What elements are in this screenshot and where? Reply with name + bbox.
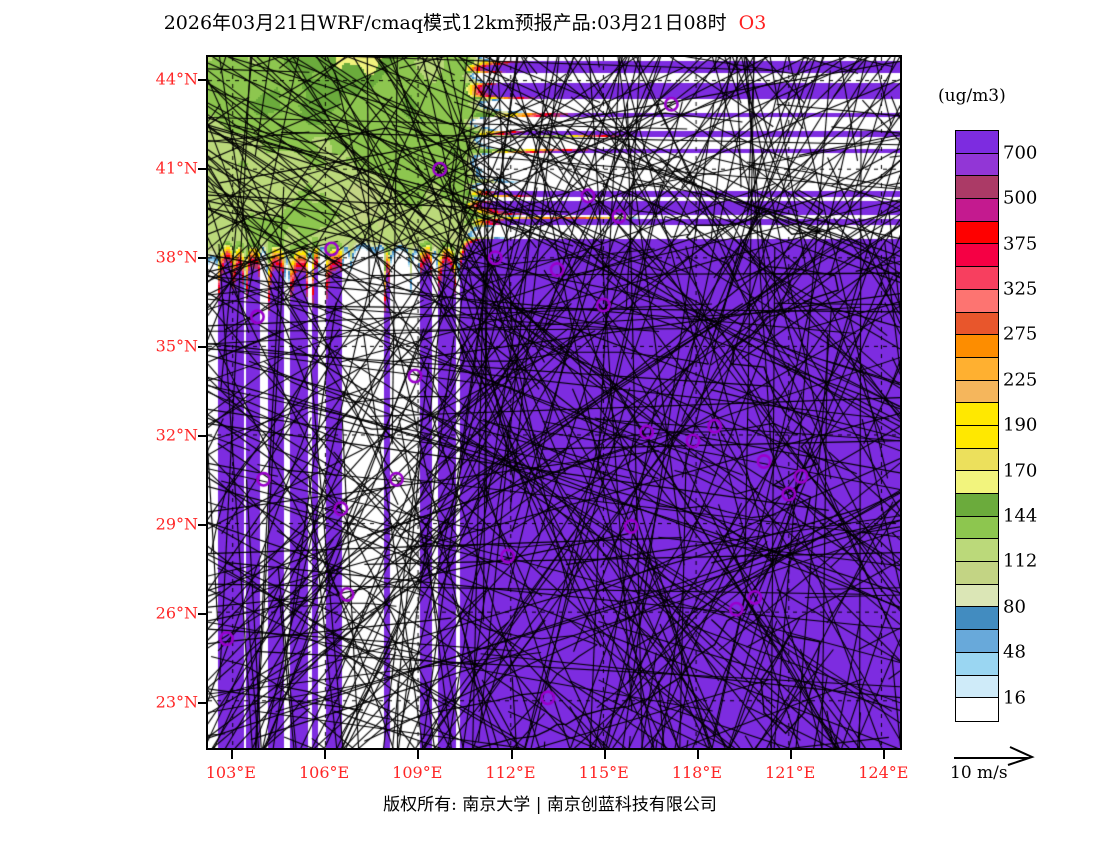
colorbar-label-80: 80 xyxy=(1003,596,1026,618)
lon-tick-label-118E: 118°E xyxy=(671,763,723,782)
colorbar-swatch-1[interactable] xyxy=(956,153,998,177)
lat-tick-label-35N: 35°N xyxy=(155,336,198,356)
colorbar-swatch-6[interactable] xyxy=(956,267,998,290)
wind-legend-label: 10 m/s xyxy=(950,763,1008,783)
title-main-text: 2026年03月21日WRF/cmaq模式12km预报产品:03月21日08时 xyxy=(163,12,727,34)
footer: 版权所有: 南京大学 | 南京创蓝科技有限公司 xyxy=(0,790,1100,815)
colorbar-swatch-21[interactable] xyxy=(956,607,998,631)
colorbar-swatch-11[interactable] xyxy=(956,380,998,404)
lon-tick-label-121E: 121°E xyxy=(765,763,816,782)
lat-tick-mark xyxy=(198,256,206,259)
lat-tick-mark xyxy=(198,167,206,170)
lon-tick-mark xyxy=(510,750,513,759)
o3-contour-map xyxy=(208,57,900,748)
colorbar-label-500: 500 xyxy=(1003,187,1038,209)
lon-tick-mark xyxy=(790,750,793,759)
arrow-right-icon xyxy=(954,746,1035,766)
lat-tick-mark xyxy=(198,613,206,616)
wind-scale-legend: 10 m/s xyxy=(950,745,1090,783)
lat-tick-label-29N: 29°N xyxy=(155,514,198,534)
colorbar-swatch-20[interactable] xyxy=(956,584,998,608)
map-plot-area[interactable] xyxy=(206,55,902,750)
colorbar-swatch-8[interactable] xyxy=(956,312,998,336)
lat-tick-mark xyxy=(198,78,206,81)
lat-tick-mark xyxy=(198,346,206,349)
lon-tick-mark xyxy=(696,750,699,759)
colorbar-label-170: 170 xyxy=(1003,460,1038,481)
colorbar-swatch-9[interactable] xyxy=(956,335,998,358)
colorbar-swatch-3[interactable] xyxy=(956,199,998,222)
lat-tick-label-38N: 38°N xyxy=(155,247,198,267)
colorbar-label-275: 275 xyxy=(1003,323,1038,345)
colorbar-swatch-22[interactable] xyxy=(956,630,998,653)
lat-tick-label-41N: 41°N xyxy=(155,158,198,178)
colorbar-swatch-5[interactable] xyxy=(956,244,998,268)
lon-tick-label-124E: 124°E xyxy=(858,763,909,782)
chart-title: 2026年03月21日WRF/cmaq模式12km预报产品:03月21日08时 O… xyxy=(0,8,930,35)
colorbar-swatch-7[interactable] xyxy=(956,289,998,313)
lon-tick-mark xyxy=(324,750,327,759)
lon-tick-label-112E: 112°E xyxy=(485,763,536,782)
colorbar-label-190: 190 xyxy=(1003,414,1038,436)
title-species-label: O3 xyxy=(738,12,767,34)
lat-tick-label-32N: 32°N xyxy=(155,425,198,445)
colorbar-label-375: 375 xyxy=(1003,233,1038,254)
colorbar-unit-label: (ug/m3) xyxy=(938,86,1006,106)
colorbar-swatch-0[interactable] xyxy=(956,131,998,154)
lat-tick-mark xyxy=(198,702,206,705)
lon-tick-label-103E: 103°E xyxy=(205,763,256,782)
latitude-axis: 44°N 41°N 38°N 35°N 32°N 29°N 26°N 23°N xyxy=(130,0,206,850)
colorbar-label-112: 112 xyxy=(1003,550,1038,572)
colorbar-swatch-24[interactable] xyxy=(956,675,998,699)
colorbar-swatch-12[interactable] xyxy=(956,403,998,426)
colorbar-swatch-25[interactable] xyxy=(956,698,998,721)
colorbar-swatch-18[interactable] xyxy=(956,539,998,563)
colorbar-swatch-4[interactable] xyxy=(956,221,998,245)
lat-tick-mark xyxy=(198,524,206,527)
lon-tick-mark xyxy=(230,750,233,759)
lon-tick-label-115E: 115°E xyxy=(578,763,629,782)
colorbar-label-700: 700 xyxy=(1003,142,1038,164)
lon-tick-mark xyxy=(883,750,886,759)
lon-tick-label-106E: 106°E xyxy=(298,763,350,782)
colorbar-swatch-15[interactable] xyxy=(956,471,998,494)
copyright-text: 版权所有: 南京大学 | 南京创蓝科技有限公司 xyxy=(383,795,717,815)
lat-tick-label-44N: 44°N xyxy=(155,69,198,89)
lon-tick-label-109E: 109°E xyxy=(392,763,443,782)
colorbar-label-325: 325 xyxy=(1003,278,1038,300)
lon-tick-mark xyxy=(603,750,606,759)
colorbar-swatch-2[interactable] xyxy=(956,176,998,200)
colorbar-swatch-17[interactable] xyxy=(956,516,998,540)
colorbar-swatch-14[interactable] xyxy=(956,448,998,472)
colorbar-swatch-23[interactable] xyxy=(956,652,998,676)
colorbar-label-48: 48 xyxy=(1003,641,1026,663)
colorbar-swatch-16[interactable] xyxy=(956,494,998,517)
lat-tick-label-23N: 23°N xyxy=(155,692,198,712)
lat-tick-label-26N: 26°N xyxy=(155,603,198,623)
lat-tick-mark xyxy=(198,435,206,438)
colorbar-swatch-19[interactable] xyxy=(956,562,998,585)
colorbar-swatch-13[interactable] xyxy=(956,425,998,449)
colorbar-label-16: 16 xyxy=(1003,687,1026,708)
colorbar-label-144: 144 xyxy=(1003,505,1038,527)
colorbar[interactable] xyxy=(955,130,999,723)
colorbar-swatch-10[interactable] xyxy=(956,357,998,381)
colorbar-label-225: 225 xyxy=(1003,369,1038,391)
lon-tick-mark xyxy=(417,750,420,759)
